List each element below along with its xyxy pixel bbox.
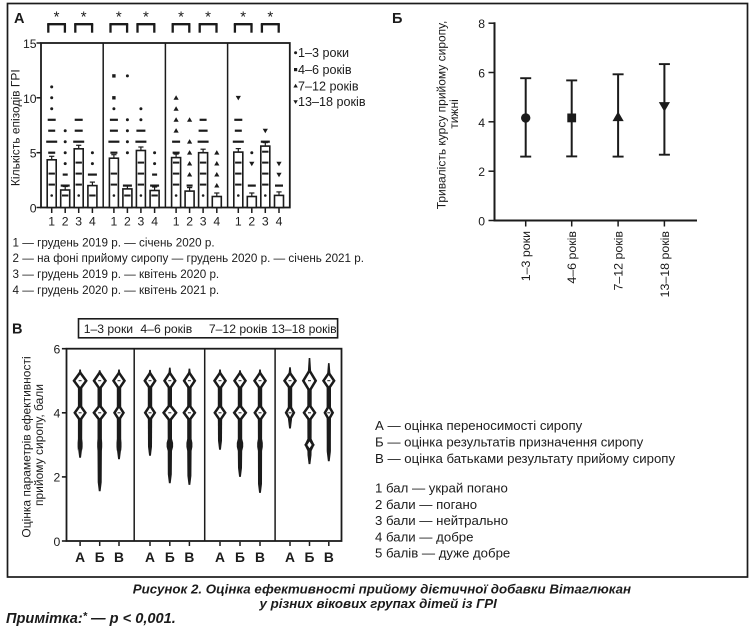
svg-text:2: 2 bbox=[62, 215, 69, 229]
svg-text:*: * bbox=[205, 9, 211, 26]
svg-text:Рисунок 2. Оцінка ефективності: Рисунок 2. Оцінка ефективності прийому д… bbox=[133, 582, 631, 597]
svg-text:А: А bbox=[285, 550, 295, 565]
svg-text:1: 1 bbox=[235, 215, 242, 229]
svg-text:В: В bbox=[324, 550, 334, 565]
svg-text:*: * bbox=[267, 9, 273, 26]
svg-text:0: 0 bbox=[54, 535, 61, 549]
svg-text:В: В bbox=[255, 550, 265, 565]
svg-text:*: * bbox=[240, 9, 246, 26]
svg-text:4: 4 bbox=[213, 215, 220, 229]
svg-text:В: В bbox=[184, 550, 194, 565]
svg-text:Тривалість курсу прийому сироп: Тривалість курсу прийому сиропу, bbox=[435, 21, 449, 210]
svg-text:1–3 роки: 1–3 роки bbox=[298, 46, 349, 60]
svg-text:3: 3 bbox=[75, 215, 82, 229]
svg-text:*: * bbox=[116, 9, 122, 26]
svg-text:Б — оцінка результатів признач: Б — оцінка результатів призначення сироп… bbox=[375, 435, 644, 450]
svg-text:В: В bbox=[12, 322, 22, 338]
svg-text:3: 3 bbox=[138, 215, 145, 229]
svg-text:4–6 років: 4–6 років bbox=[140, 322, 192, 336]
svg-text:Б: Б bbox=[305, 550, 315, 565]
svg-text:2 — на фоні прийому сиропу — г: 2 — на фоні прийому сиропу — грудень 202… bbox=[13, 252, 364, 265]
svg-text:2 бали — погано: 2 бали — погано bbox=[375, 497, 477, 512]
svg-text:4: 4 bbox=[54, 407, 61, 421]
svg-text:5 балів — дуже добре: 5 балів — дуже добре bbox=[375, 546, 510, 561]
svg-text:2: 2 bbox=[186, 215, 193, 229]
svg-text:Б: Б bbox=[165, 550, 175, 565]
svg-text:*: * bbox=[143, 9, 149, 26]
svg-text:А — оцінка переносимості сироп: А — оцінка переносимості сиропу bbox=[375, 418, 583, 433]
svg-text:*: * bbox=[178, 9, 184, 26]
svg-text:1: 1 bbox=[173, 215, 180, 229]
svg-text:А: А bbox=[215, 550, 225, 565]
svg-text:у різних вікових групах дітей: у різних вікових групах дітей із ГРІ bbox=[259, 596, 498, 611]
svg-text:4: 4 bbox=[151, 215, 158, 229]
svg-text:Б: Б bbox=[95, 550, 105, 565]
svg-text:А: А bbox=[14, 11, 25, 27]
svg-text:А: А bbox=[145, 550, 155, 565]
svg-text:1 бал — украй погано: 1 бал — украй погано bbox=[375, 481, 508, 496]
svg-text:5: 5 bbox=[30, 147, 37, 161]
svg-text:6: 6 bbox=[478, 67, 485, 81]
svg-text:1–3 роки: 1–3 роки bbox=[519, 231, 533, 281]
svg-text:В: В bbox=[114, 550, 124, 565]
svg-text:13–18 років: 13–18 років bbox=[658, 231, 672, 298]
svg-text:0: 0 bbox=[30, 202, 37, 216]
svg-text:3 бали — нейтрально: 3 бали — нейтрально bbox=[375, 513, 508, 528]
svg-text:1: 1 bbox=[111, 215, 118, 229]
svg-text:4–6 років: 4–6 років bbox=[298, 63, 352, 77]
svg-text:15: 15 bbox=[23, 37, 37, 51]
svg-text:7–12 років: 7–12 років bbox=[298, 79, 359, 93]
svg-text:прийому сиропу, бали: прийому сиропу, бали bbox=[32, 384, 46, 506]
svg-text:6: 6 bbox=[54, 343, 61, 357]
svg-text:4–6 років: 4–6 років bbox=[565, 231, 579, 284]
svg-text:1: 1 bbox=[48, 215, 55, 229]
svg-text:2: 2 bbox=[54, 471, 61, 485]
svg-text:*: * bbox=[54, 9, 60, 26]
svg-text:0: 0 bbox=[478, 215, 485, 229]
svg-text:3: 3 bbox=[262, 215, 269, 229]
svg-text:4: 4 bbox=[478, 116, 485, 130]
svg-text:В — оцінка батьками результату: В — оцінка батьками результату прийому с… bbox=[375, 451, 675, 466]
svg-text:13–18 років: 13–18 років bbox=[271, 322, 336, 336]
svg-text:4: 4 bbox=[89, 215, 96, 229]
svg-text:7–12 років: 7–12 років bbox=[612, 231, 626, 291]
svg-text:2: 2 bbox=[478, 165, 485, 179]
svg-text:1–3 роки: 1–3 роки bbox=[84, 322, 133, 336]
svg-text:2: 2 bbox=[248, 215, 255, 229]
svg-text:7–12 років: 7–12 років bbox=[209, 322, 268, 336]
svg-text:Б: Б bbox=[392, 11, 402, 27]
svg-text:2: 2 bbox=[124, 215, 131, 229]
svg-text:Б: Б bbox=[235, 550, 245, 565]
svg-text:4: 4 bbox=[276, 215, 283, 229]
svg-text:4 — грудень 2020 р. — квітень: 4 — грудень 2020 р. — квітень 2021 р. bbox=[13, 284, 220, 297]
svg-text:Примітка:* — p < 0,001.: Примітка:* — p < 0,001. bbox=[6, 611, 176, 628]
svg-text:8: 8 bbox=[478, 17, 485, 31]
svg-text:1 — грудень 2019 р. — січень 2: 1 — грудень 2019 р. — січень 2020 р. bbox=[13, 236, 215, 249]
svg-text:13–18 років: 13–18 років bbox=[298, 95, 366, 109]
svg-text:3 — грудень 2019 р. — квітень: 3 — грудень 2019 р. — квітень 2020 р. bbox=[13, 268, 220, 281]
svg-text:10: 10 bbox=[23, 92, 37, 106]
svg-text:Оцінка параметрів ефективності: Оцінка параметрів ефективності bbox=[20, 356, 34, 537]
svg-text:Кількість епізодів ГРІ: Кількість епізодів ГРІ bbox=[9, 69, 23, 186]
svg-text:3: 3 bbox=[200, 215, 207, 229]
svg-text:А: А bbox=[75, 550, 85, 565]
svg-text:тижні: тижні bbox=[447, 99, 461, 129]
svg-text:4 бали — добре: 4 бали — добре bbox=[375, 529, 473, 544]
svg-text:*: * bbox=[81, 9, 87, 26]
